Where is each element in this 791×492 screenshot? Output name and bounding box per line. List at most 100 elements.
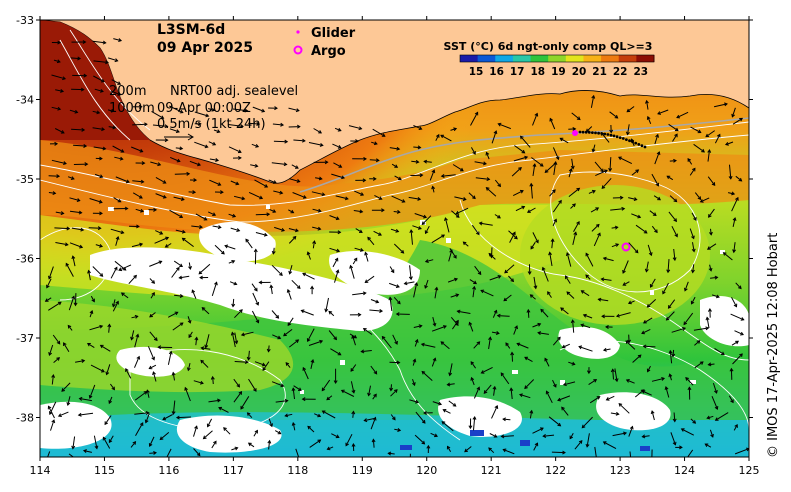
current-arrow [201,307,210,315]
current-arrowhead [580,323,585,328]
current-arrow [690,126,701,133]
current-arrowhead [79,244,84,249]
current-arrow [540,309,549,318]
glider-track-dot [628,139,631,143]
current-arrow [643,317,653,324]
current-arrow [735,175,742,182]
current-arrow [245,239,253,249]
current-arrow [329,247,340,252]
glider-track-dot [640,144,644,148]
current-arrowhead [604,169,608,174]
current-arrowhead [666,269,671,274]
current-arrow [283,329,293,337]
current-arrowhead [174,311,179,316]
current-arrow [424,160,432,163]
current-arrowhead [57,106,62,111]
current-arrowhead [153,337,158,342]
current-arrowhead [153,207,158,212]
current-arrowhead [312,240,317,245]
current-arrowhead [71,445,76,450]
current-arrowhead [514,235,518,240]
current-arrow [134,356,140,368]
current-arrowhead [300,309,305,314]
current-arrow [107,57,118,62]
current-arrowhead [291,387,296,392]
current-arrow [172,372,175,381]
current-arrow [288,236,297,244]
current-arrowhead [396,300,401,305]
contour-1000m-label: 1000m [109,101,155,116]
current-arrow [549,189,556,197]
current-arrow [389,282,400,288]
current-arrowhead [576,116,581,121]
glider-track-dot [625,138,628,142]
current-arrow [49,401,57,415]
current-arrowhead [646,368,651,373]
current-arrowhead [602,441,607,445]
current-arrowhead [134,314,139,319]
current-arrow [581,324,591,329]
current-arrowhead [266,348,271,353]
current-arrow [114,156,123,160]
current-arrow [149,331,158,341]
current-arrowhead [666,175,671,180]
current-arrow [252,292,259,306]
current-arrow [112,145,124,153]
current-arrowhead [396,360,401,365]
current-arrowhead [337,127,342,132]
current-arrowhead [569,435,574,440]
current-arrowhead [615,243,620,247]
current-arrowhead [711,182,716,186]
current-arrow [146,390,150,398]
current-arrow [134,334,139,348]
glider-track-dot [612,134,616,138]
current-arrowhead [357,312,362,317]
current-arrowhead [558,199,562,204]
current-arrowhead [180,197,185,201]
current-arrowhead [730,399,734,404]
current-arrow [581,290,590,297]
current-arrow [334,270,339,283]
current-arrowhead [100,368,105,373]
current-arrowhead [572,203,576,208]
current-arrowhead [697,129,702,134]
current-arrow [475,177,490,180]
current-arrow [441,174,456,177]
current-arrow [393,296,401,305]
current-arrowhead [233,281,238,286]
current-arrow [583,314,593,319]
current-arrowhead [125,368,129,372]
current-arrowhead [162,194,167,199]
current-arrow [389,297,393,311]
current-arrow [149,452,157,454]
current-arrowhead [655,133,659,138]
current-arrow [574,440,583,450]
current-arrowhead [118,38,123,42]
current-arrow [470,361,477,369]
current-arrowhead [576,220,580,225]
glider-track-dot [581,130,585,134]
current-arrowhead [145,389,150,394]
current-arrow [732,117,743,125]
current-arrow [646,100,649,110]
current-arrow [93,435,98,449]
current-arrow [551,451,566,454]
current-arrowhead [474,111,479,116]
current-arrow [592,144,596,152]
current-arrowhead [266,212,271,217]
current-arrowhead [438,401,443,406]
current-arrowhead [378,232,382,236]
current-arrow [251,143,259,148]
current-arrow [208,141,216,146]
current-arrowhead [696,340,701,344]
current-arrow [352,292,366,296]
current-arrow [155,176,166,184]
current-arrowhead [664,386,669,391]
current-arrowhead [557,422,562,427]
current-arrowhead [434,286,439,291]
current-arrow [520,135,531,148]
current-arrowhead [615,411,620,416]
current-arrowhead [586,370,591,375]
current-arrow [493,386,496,396]
